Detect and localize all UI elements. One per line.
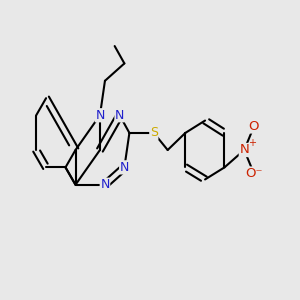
Text: S: S: [150, 126, 158, 140]
Text: N: N: [115, 109, 124, 122]
Text: N: N: [239, 143, 249, 157]
Text: O: O: [249, 120, 259, 133]
Text: N: N: [100, 178, 110, 191]
Text: N: N: [95, 109, 105, 122]
Text: N: N: [120, 161, 129, 174]
Text: O⁻: O⁻: [245, 167, 263, 180]
Text: +: +: [248, 138, 256, 148]
